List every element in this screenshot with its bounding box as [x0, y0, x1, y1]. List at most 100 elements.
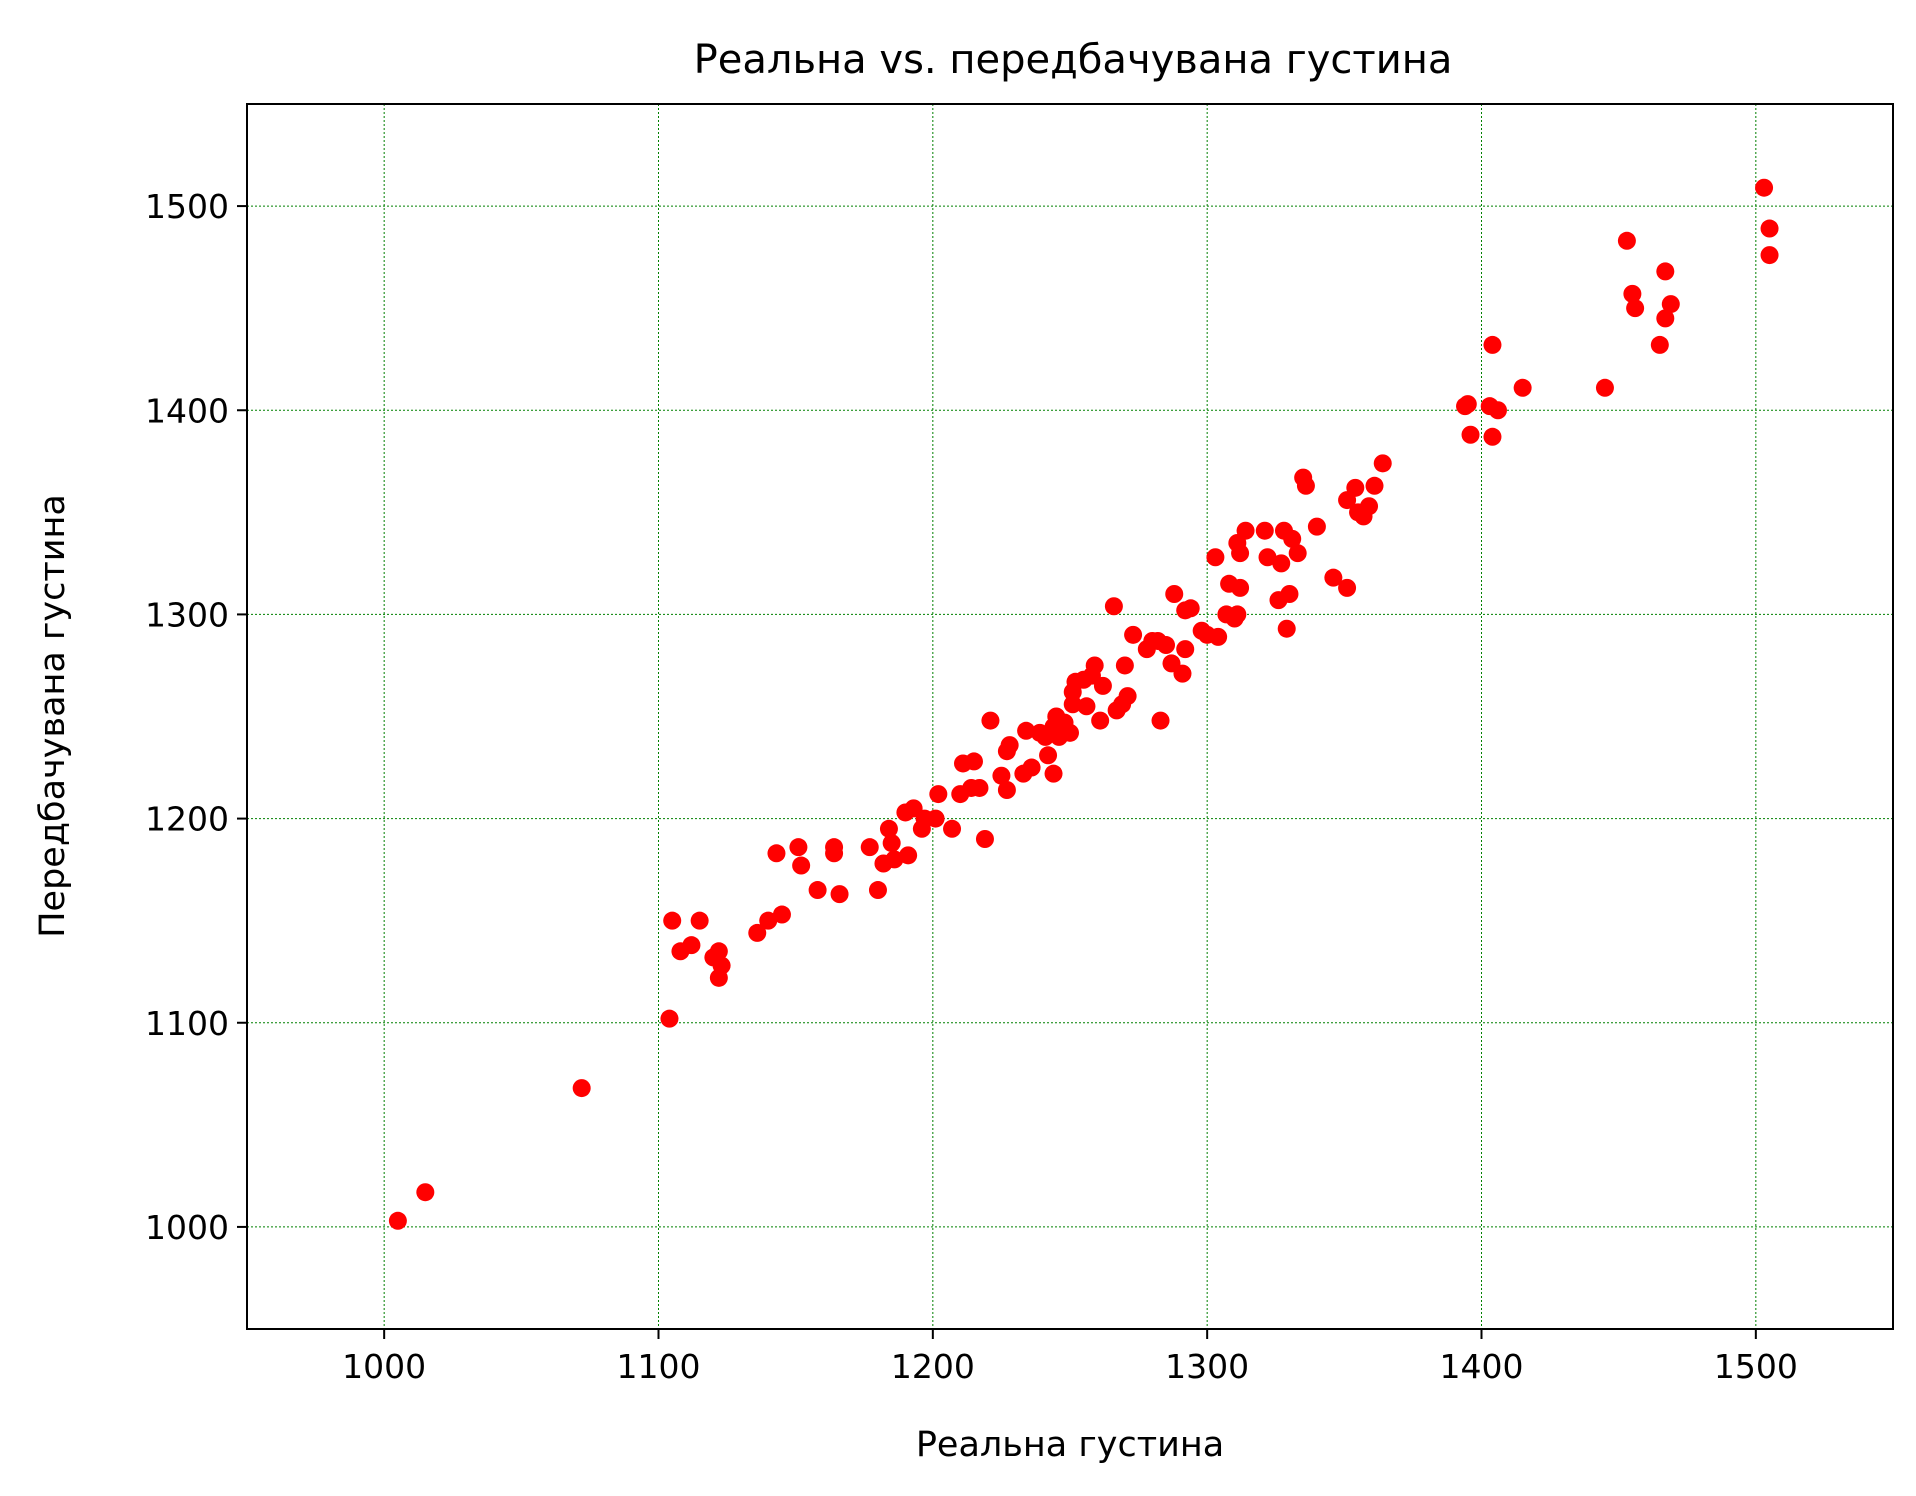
data-point	[964, 752, 983, 771]
data-point	[1173, 664, 1192, 683]
data-point	[416, 1183, 435, 1202]
data-point	[772, 905, 791, 924]
data-point	[1176, 640, 1195, 659]
data-point	[1091, 711, 1110, 730]
data-point	[709, 968, 728, 987]
data-point	[899, 846, 918, 865]
data-point	[997, 781, 1016, 799]
data-point	[1365, 476, 1384, 495]
data-point	[1307, 517, 1326, 536]
y-tick-label: 1200	[145, 800, 229, 839]
grid	[247, 104, 1893, 1329]
data-point	[759, 911, 778, 930]
axis-ticks: 1000 1100 1200 1300 1400 1500 1000 1100 1200 1300…	[145, 187, 1798, 1386]
data-point	[1231, 544, 1250, 563]
data-point	[1373, 454, 1392, 473]
data-point	[1000, 736, 1019, 755]
data-point	[808, 881, 827, 900]
data-point	[992, 766, 1011, 785]
data-point	[943, 819, 962, 838]
data-point	[388, 1211, 407, 1230]
data-point	[1258, 548, 1277, 567]
data-point	[1755, 178, 1774, 197]
data-point	[1760, 219, 1779, 238]
data-point	[1283, 529, 1302, 548]
data-point	[1488, 401, 1507, 420]
data-point	[1236, 521, 1255, 540]
data-point	[1324, 568, 1343, 587]
data-point	[1206, 548, 1225, 567]
x-tick-label: 1300	[1165, 1347, 1249, 1386]
data-point	[1483, 335, 1502, 354]
data-point	[868, 881, 887, 900]
data-point	[1124, 625, 1143, 644]
data-point	[1617, 231, 1636, 250]
data-point	[572, 1079, 591, 1098]
y-tick-label: 1000	[145, 1208, 229, 1247]
data-point	[1277, 619, 1296, 638]
data-point	[1623, 284, 1642, 303]
data-point	[1151, 711, 1170, 730]
data-point	[1288, 544, 1307, 563]
data-point	[981, 711, 1000, 730]
data-point	[690, 911, 709, 930]
data-point	[882, 834, 901, 853]
data-point	[709, 942, 728, 961]
data-point	[1656, 262, 1675, 281]
data-point	[1656, 309, 1675, 328]
data-point	[682, 936, 701, 955]
data-point	[825, 844, 844, 863]
data-point	[789, 838, 808, 857]
data-point	[1039, 746, 1058, 765]
data-point	[748, 923, 767, 942]
data-point	[1346, 478, 1365, 497]
data-point	[885, 850, 904, 869]
data-point	[663, 911, 682, 930]
data-point	[1626, 299, 1645, 318]
data-point	[1165, 585, 1184, 603]
data-point	[1157, 636, 1176, 655]
x-tick-label: 1500	[1714, 1347, 1798, 1386]
y-tick-label: 1300	[145, 595, 229, 634]
y-tick-label: 1500	[145, 187, 229, 226]
data-point	[767, 844, 786, 863]
data-points	[388, 178, 1779, 1230]
data-point	[830, 885, 849, 904]
data-point	[1338, 578, 1357, 597]
x-tick-label: 1400	[1440, 1347, 1524, 1386]
data-point	[1272, 554, 1291, 573]
data-point	[1017, 721, 1036, 740]
data-point	[1280, 585, 1299, 603]
plot-area-frame	[246, 103, 1894, 1330]
data-point	[792, 856, 811, 875]
data-point	[1077, 697, 1096, 716]
data-point	[1595, 378, 1614, 397]
data-point	[1115, 656, 1134, 675]
data-point	[660, 1009, 679, 1028]
data-point	[1209, 627, 1228, 646]
data-point	[1231, 578, 1250, 597]
data-point	[929, 785, 948, 804]
data-point	[1255, 521, 1274, 540]
data-point	[970, 778, 989, 797]
data-point	[1760, 246, 1779, 265]
data-point	[1461, 425, 1480, 444]
data-point	[1458, 395, 1477, 414]
x-tick-label: 1200	[891, 1347, 975, 1386]
data-point	[1296, 476, 1315, 495]
data-point	[1228, 605, 1247, 624]
x-axis-label: Реальна густина	[916, 1425, 1224, 1465]
data-point	[975, 830, 994, 848]
data-point	[1181, 599, 1200, 618]
y-axis-label: Передбачувана густина	[33, 494, 73, 938]
data-point	[1061, 723, 1079, 742]
data-point	[1360, 497, 1379, 516]
data-point	[1044, 764, 1063, 783]
data-point	[1118, 687, 1137, 706]
data-point	[1085, 656, 1104, 675]
chart-title: Реальна vs. передбачувана густина	[694, 37, 1453, 83]
y-tick-label: 1400	[145, 391, 229, 430]
data-point	[1661, 295, 1680, 314]
